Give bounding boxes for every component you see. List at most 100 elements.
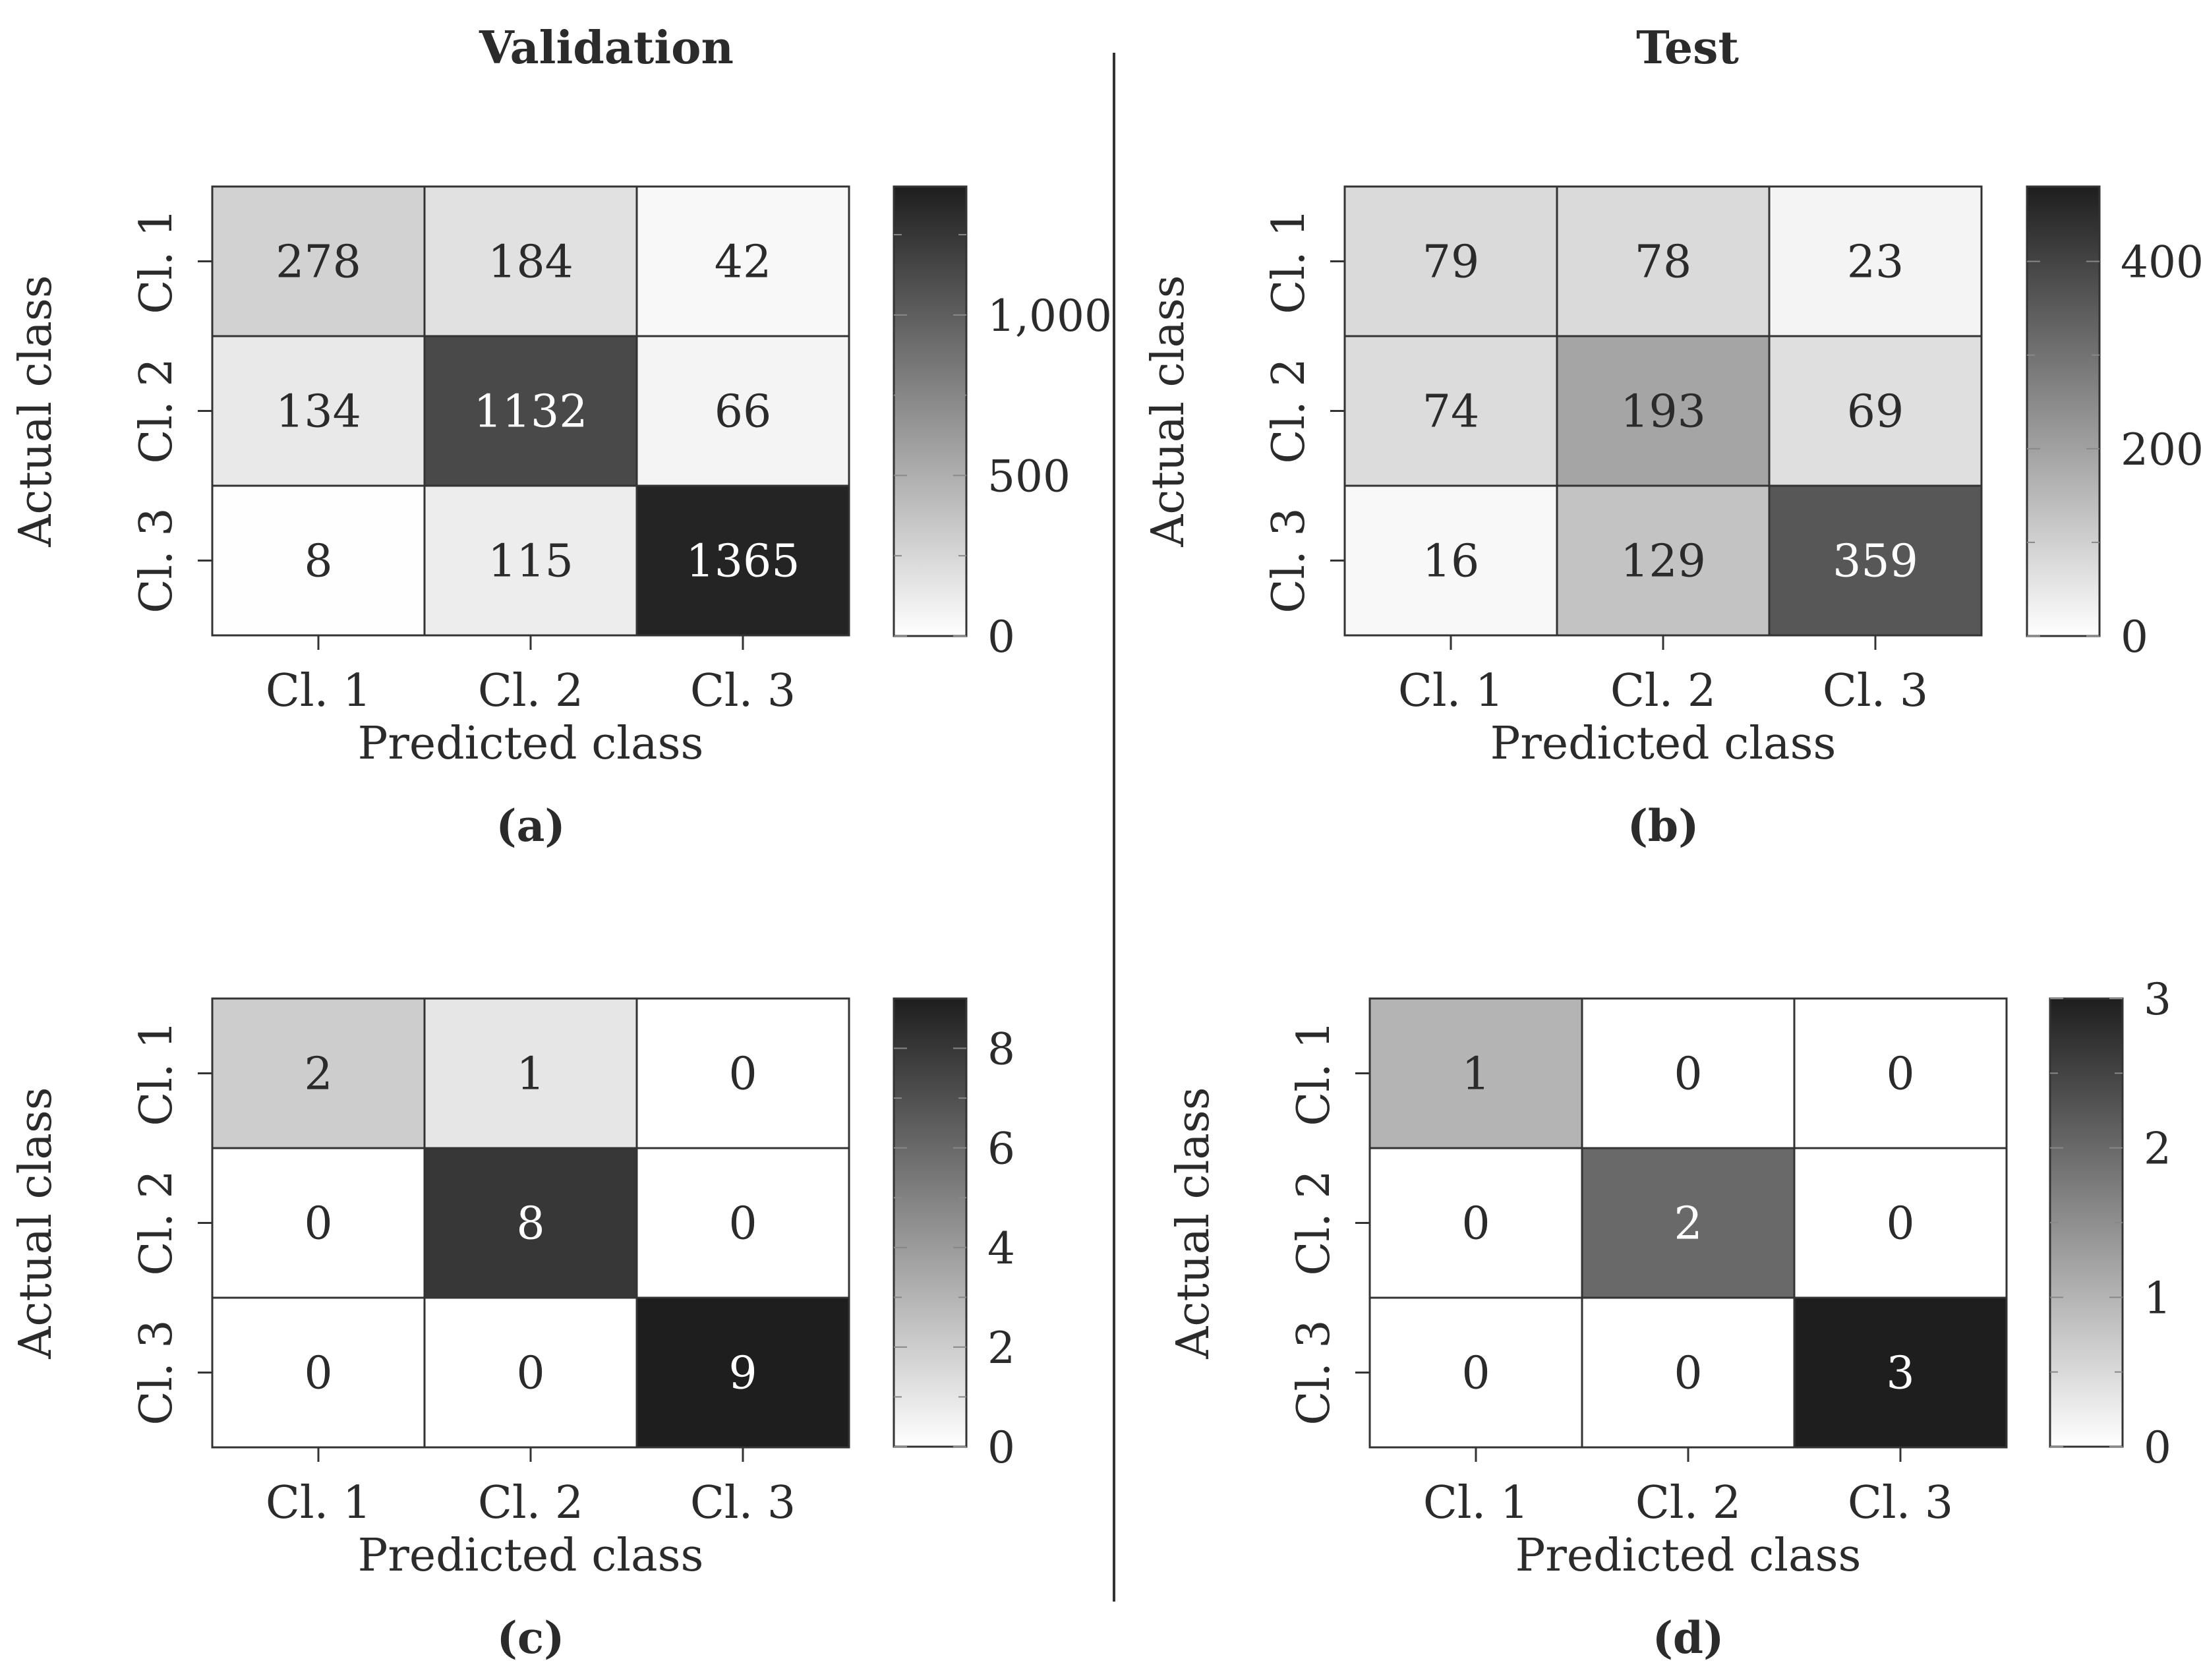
heatmap-cell — [1793, 1147, 2008, 1299]
heatmap-cell — [635, 1296, 850, 1449]
cell-value-label: 0 — [1674, 1348, 1702, 1400]
heatmap-cell — [423, 1296, 638, 1449]
colorbar-tick-label: 4 — [987, 1223, 1015, 1274]
heatmap-cell — [1793, 997, 2008, 1149]
cell-value-label: 69 — [1847, 386, 1904, 438]
heatmap-cell — [211, 997, 426, 1149]
panel-label: (b) — [1628, 800, 1699, 852]
colorbar-tick-label: 0 — [987, 612, 1015, 662]
heatmap-cell — [635, 997, 850, 1149]
colorbar — [2049, 997, 2124, 1448]
heatmap-cell — [1368, 1147, 1583, 1299]
x-tick-label: Cl. 1 — [1423, 1477, 1529, 1529]
panel-label: (c) — [497, 1612, 565, 1664]
cell-value-label: 8 — [516, 1198, 544, 1250]
colorbar-tick-label: 2 — [2144, 1124, 2171, 1174]
x-axis-title: Predicted class — [1515, 1530, 1862, 1582]
cell-value-label: 193 — [1620, 386, 1706, 438]
x-axis-title: Predicted class — [1490, 718, 1836, 770]
heatmap-cell — [1581, 1296, 1796, 1449]
colorbar-tick-label: 6 — [987, 1124, 1015, 1174]
y-axis-title: Actual class — [10, 1087, 62, 1359]
colorbar-tick-label: 0 — [2121, 612, 2148, 662]
cell-value-label: 3 — [1886, 1348, 1914, 1400]
cell-value-label: 0 — [516, 1348, 544, 1400]
cell-value-label: 0 — [1461, 1348, 1490, 1400]
cell-value-label: 78 — [1635, 237, 1692, 289]
cell-value-label: 2 — [1674, 1198, 1702, 1250]
colorbar — [2026, 185, 2101, 637]
cell-value-label: 0 — [1886, 1198, 1914, 1250]
header-test: Test — [1636, 22, 1739, 74]
x-tick-label: Cl. 1 — [266, 1477, 371, 1529]
heatmap-cell — [1343, 185, 1558, 337]
colorbar-tick-label: 500 — [987, 451, 1071, 502]
x-tick-label: Cl. 2 — [478, 665, 583, 717]
cell-value-label: 1365 — [686, 536, 800, 588]
heatmap-cell — [1768, 484, 1983, 637]
cell-value-label: 1132 — [473, 386, 587, 438]
cell-value-label: 0 — [1674, 1049, 1702, 1101]
y-tick-label: Cl. 2 — [1263, 358, 1315, 463]
cell-value-label: 1 — [1461, 1049, 1490, 1101]
x-tick-label: Cl. 2 — [478, 1477, 583, 1529]
x-tick-label: Cl. 1 — [1398, 665, 1504, 717]
heatmap-cell — [1368, 997, 1583, 1149]
colorbar-tick-label: 200 — [2121, 424, 2201, 475]
cell-value-label: 9 — [728, 1348, 757, 1400]
heatmap-cell — [1556, 335, 1771, 487]
y-tick-label: Cl. 3 — [131, 507, 183, 613]
colorbar-tick-label: 0 — [2144, 1422, 2171, 1473]
cell-value-label: 74 — [1423, 386, 1480, 438]
colorbar-tick-label: 8 — [987, 1024, 1015, 1075]
panel-label: (a) — [496, 800, 565, 852]
colorbar-tick-label: 3 — [2144, 974, 2171, 1025]
cell-value-label: 115 — [488, 536, 573, 588]
y-axis-title: Actual class — [10, 275, 62, 547]
x-tick-label: Cl. 1 — [266, 665, 371, 717]
y-tick-label: Cl. 3 — [131, 1319, 183, 1425]
cell-value-label: 66 — [715, 386, 772, 438]
y-tick-label: Cl. 2 — [131, 1170, 183, 1275]
heatmap-cell — [1556, 185, 1771, 337]
cell-value-label: 0 — [1461, 1198, 1490, 1250]
cell-value-label: 129 — [1620, 536, 1706, 588]
colorbar-tick-label: 0 — [987, 1422, 1015, 1473]
y-axis-title: Actual class — [1167, 1087, 1219, 1359]
y-tick-label: Cl. 1 — [131, 1020, 183, 1126]
cell-value-label: 0 — [728, 1049, 757, 1101]
colorbar — [893, 185, 968, 637]
heatmap-cell — [1768, 185, 1983, 337]
y-tick-label: Cl. 1 — [1263, 208, 1315, 314]
cell-value-label: 2 — [304, 1049, 332, 1101]
x-tick-label: Cl. 3 — [690, 1477, 796, 1529]
cell-value-label: 1 — [516, 1049, 544, 1101]
heatmap-cell — [423, 484, 638, 637]
cell-value-label: 8 — [304, 536, 332, 588]
y-tick-label: Cl. 3 — [1263, 507, 1315, 613]
cell-value-label: 16 — [1423, 536, 1480, 588]
cell-value-label: 0 — [304, 1348, 332, 1400]
cell-value-label: 0 — [1886, 1049, 1914, 1101]
cell-value-label: 0 — [304, 1198, 332, 1250]
colorbar-tick-label: 1 — [2144, 1273, 2171, 1323]
y-tick-label: Cl. 1 — [1288, 1020, 1340, 1126]
heatmap-cell — [635, 335, 850, 487]
colorbar-tick-label: 2 — [987, 1323, 1015, 1374]
x-axis-title: Predicted class — [358, 1530, 704, 1582]
heatmap-cell — [1768, 335, 1983, 487]
x-axis-title: Predicted class — [358, 718, 704, 770]
heatmap-cell — [635, 1147, 850, 1299]
y-tick-label: Cl. 2 — [1288, 1170, 1340, 1275]
cell-value-label: 184 — [488, 237, 573, 289]
colorbar-tick-label: 400 — [2121, 237, 2201, 288]
cell-value-label: 359 — [1833, 536, 1918, 588]
x-tick-label: Cl. 2 — [1635, 1477, 1741, 1529]
y-tick-label: Cl. 2 — [131, 358, 183, 463]
